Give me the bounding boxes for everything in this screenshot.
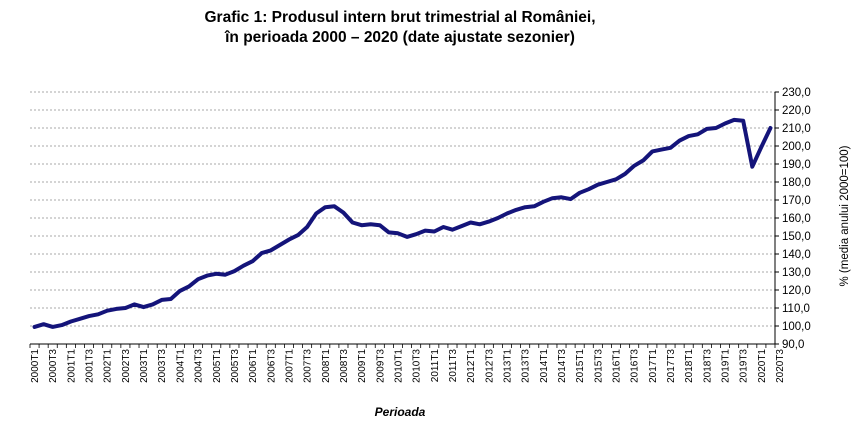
x-tick-label: 2001T1 — [66, 349, 77, 383]
x-tick-label: 2015T3 — [593, 349, 604, 383]
x-tick-label: 2016T1 — [612, 349, 623, 383]
y-tick-label: 150,0 — [782, 231, 811, 243]
y-tick-label: 130,0 — [782, 267, 811, 279]
x-tick-label: 2017T1 — [648, 349, 659, 383]
x-tick-label: 2005T3 — [230, 349, 241, 383]
x-tick-label: 2014T3 — [557, 349, 568, 383]
x-tick-label: 2005T1 — [212, 349, 223, 383]
series-layer — [32, 117, 773, 329]
x-tick-label: 2017T3 — [666, 349, 677, 383]
grid-lines — [30, 91, 775, 327]
y-tick-label: 200,0 — [782, 141, 811, 153]
y-tick-label: 180,0 — [782, 177, 811, 189]
chart-title: Grafic 1: Produsul intern brut trimestri… — [204, 9, 596, 26]
x-tick-label: 2008T3 — [339, 349, 350, 383]
y-axis-title: % (media anului 2000=100) — [839, 145, 851, 286]
x-tick-label: 2015T1 — [575, 349, 586, 383]
x-tick-label: 2013T1 — [502, 349, 513, 383]
x-axis: 2000T1 2000T3 2001T1 2001T3 2002T1 2002T3 2003… — [29, 343, 786, 383]
x-tick-label: 2003T3 — [157, 349, 168, 383]
y-tick-label: 90,0 — [782, 339, 804, 351]
y-tick-label: 140,0 — [782, 249, 811, 261]
x-tick-label: 2007T3 — [303, 349, 314, 383]
x-tick-label: 2011T1 — [430, 349, 441, 383]
x-tick-label: 2020T1 — [757, 349, 768, 383]
x-tick-label: 2012T1 — [466, 349, 477, 383]
x-tick-label: 2006T3 — [266, 349, 277, 383]
x-tick-label: 2013T3 — [521, 349, 532, 383]
y-tick-label: 230,0 — [782, 87, 811, 99]
x-tick-label: 2011T3 — [448, 349, 459, 383]
x-tick-label: 2009T3 — [375, 349, 386, 383]
y-axis: 90,0 100,0 110,0 120,0 130,0 140,0 150,0 160,0 1… — [774, 87, 811, 351]
x-tick-label: 2010T3 — [412, 349, 423, 383]
x-tick-label: 2009T1 — [357, 349, 368, 383]
x-tick-label: 2001T3 — [85, 349, 96, 383]
x-tick-label: 2002T1 — [103, 349, 114, 383]
x-tick-label: 2019T3 — [739, 349, 750, 383]
x-tick-label: 2016T3 — [630, 349, 641, 383]
chart-subtitle: în perioada 2000 – 2020 (date ajustate s… — [225, 29, 575, 46]
x-tick-label: 2010T1 — [393, 349, 404, 383]
y-tick-label: 110,0 — [782, 303, 810, 315]
x-tick-label: 2012T3 — [484, 349, 495, 383]
y-tick-label: 220,0 — [782, 105, 811, 117]
x-tick-label: 2006T1 — [248, 349, 259, 383]
x-tick-label: 2007T1 — [284, 349, 295, 383]
y-tick-label: 210,0 — [782, 123, 811, 135]
y-tick-label: 100,0 — [782, 321, 811, 333]
x-tick-label: 2000T1 — [30, 349, 41, 383]
y-tick-label: 170,0 — [782, 195, 811, 207]
y-tick-label: 160,0 — [782, 213, 811, 225]
x-tick-label: 2019T1 — [721, 349, 732, 383]
chart-title-block: Grafic 1: Produsul intern brut trimestri… — [0, 8, 800, 48]
gdp-series-line — [32, 117, 773, 329]
x-tick-label: 2002T3 — [121, 349, 132, 383]
x-tick-label: 2004T1 — [175, 349, 186, 383]
x-tick-label: 2014T1 — [539, 349, 550, 383]
x-axis-title: Perioada — [375, 405, 426, 419]
x-tick-label: 2008T1 — [321, 349, 332, 383]
x-tick-label: 2003T1 — [139, 349, 150, 383]
x-tick-label: 2004T3 — [194, 349, 205, 383]
y-tick-label: 120,0 — [782, 285, 811, 297]
x-tick-label: 2018T3 — [702, 349, 713, 383]
x-tick-label: 2020T3 — [775, 349, 786, 383]
x-tick-label: 2018T1 — [684, 349, 695, 383]
y-tick-label: 190,0 — [782, 159, 811, 171]
x-tick-label: 2000T3 — [48, 349, 59, 383]
